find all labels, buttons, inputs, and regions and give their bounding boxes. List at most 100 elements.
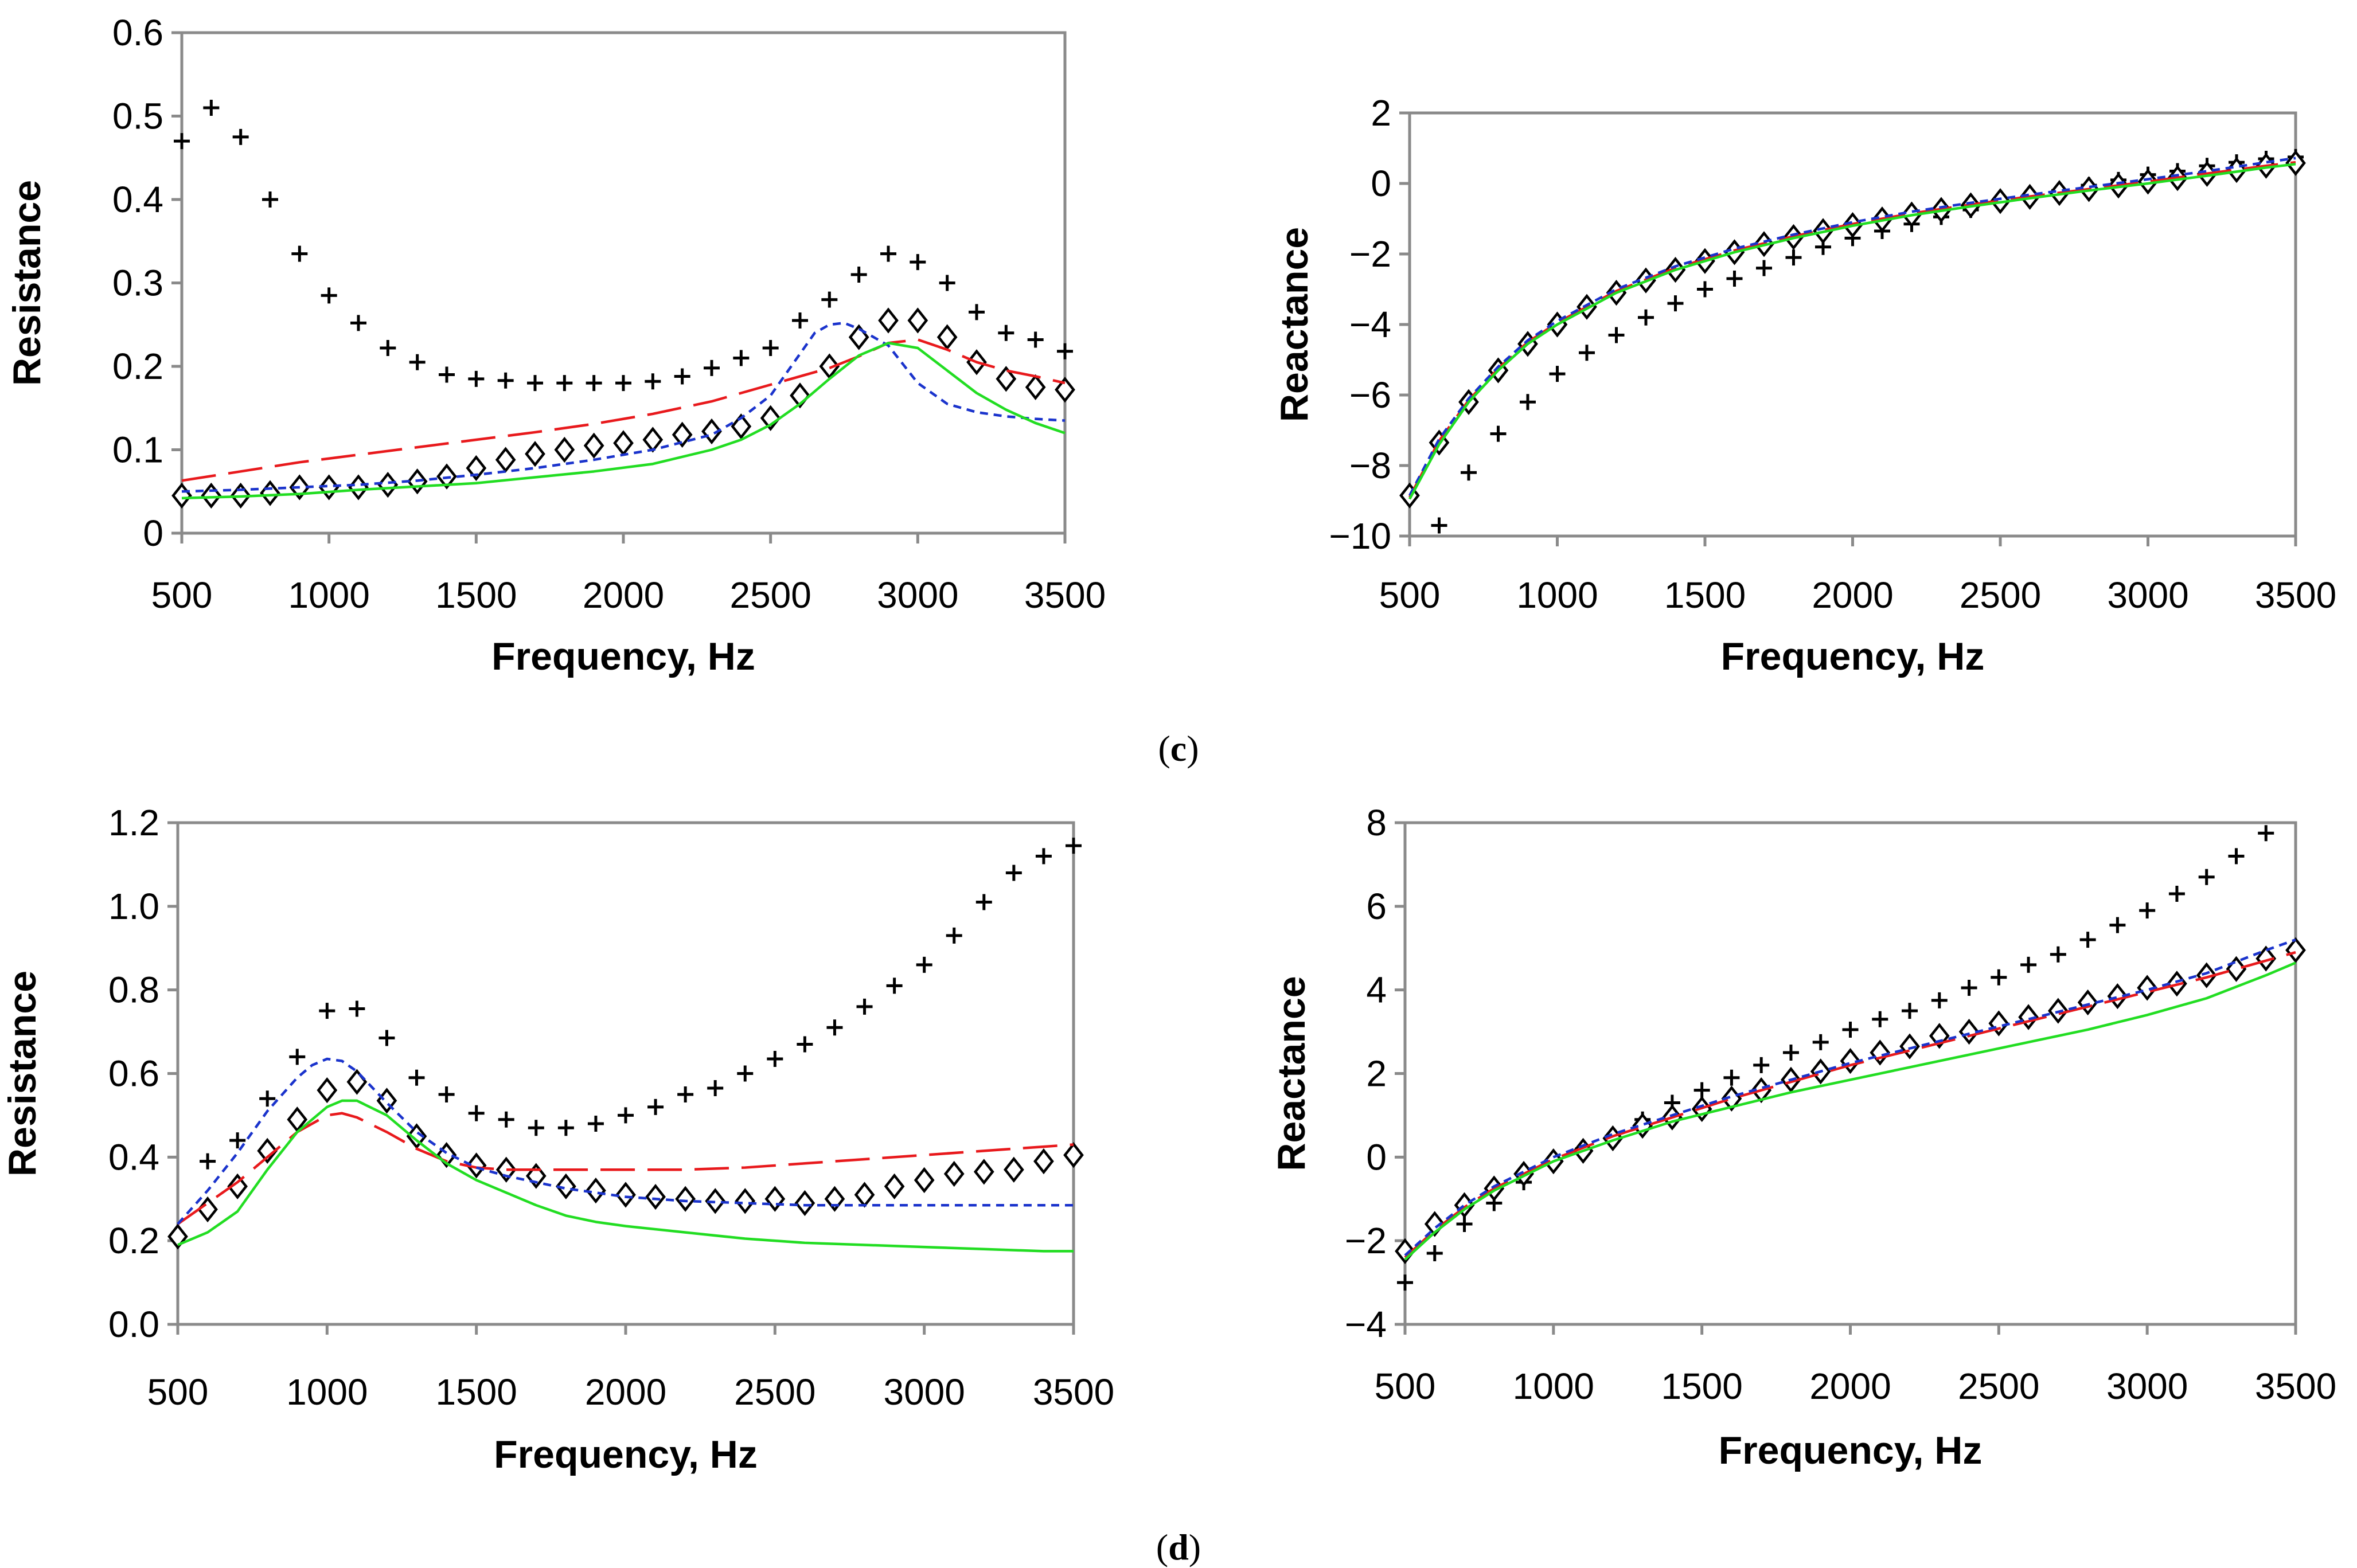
- plus-marker: [1608, 327, 1625, 343]
- plus-marker: [969, 304, 985, 320]
- diamond-marker: [2077, 989, 2098, 1016]
- plus-marker: [704, 359, 720, 376]
- diamond-marker: [1840, 1047, 1861, 1074]
- y-tick-label: −10: [1329, 515, 1391, 557]
- series-green-solid: [1404, 961, 2296, 1261]
- series-plus-markers: [170, 838, 1082, 1245]
- diamond-marker: [583, 432, 604, 459]
- chart-c-reactance: 500 1000 1500 2000 2500 3000 3500 −10 −8 −6 −4 −2 0 2…: [1273, 92, 2336, 678]
- chart-d-resistance: 500 1000 1500 2000 2500 3000 3500 0.0 0.2 0.4 0.6 0…: [1, 802, 1114, 1476]
- series-group: [1399, 148, 2306, 534]
- y-tick-label: −2: [1349, 233, 1391, 275]
- plus-marker: [767, 1050, 783, 1067]
- plus-marker: [289, 1049, 306, 1065]
- diamond-marker: [705, 1188, 726, 1214]
- y-axis-label: Reactance: [1273, 227, 1316, 422]
- plus-marker: [350, 315, 366, 331]
- plus-marker: [380, 339, 396, 356]
- x-tick-label: 500: [151, 574, 213, 616]
- plus-marker: [349, 1000, 365, 1017]
- x-tick-label: 1500: [1664, 574, 1746, 616]
- plus-marker: [707, 1080, 724, 1097]
- diamond-marker: [824, 1186, 845, 1212]
- plus-marker: [259, 1090, 276, 1107]
- plus-marker: [975, 894, 992, 910]
- y-axis-label: Resistance: [5, 180, 49, 386]
- diamond-marker: [406, 1123, 427, 1149]
- y-tick-label: 0.4: [112, 179, 163, 220]
- y-tick-label: 0: [143, 513, 163, 554]
- series-group: [1395, 825, 2306, 1291]
- plus-marker: [262, 191, 278, 208]
- diamond-marker: [914, 1167, 935, 1194]
- plus-marker: [1027, 331, 1044, 348]
- chart-d-reactance: 500 1000 1500 2000 2500 3000 3500 −4 −2 0 2 4 6 8 Freq…: [1270, 802, 2336, 1472]
- plus-marker: [468, 1105, 485, 1121]
- y-tick-label: 0.2: [112, 346, 163, 387]
- y-axis-label: Resistance: [1, 971, 44, 1176]
- x-tick-label: 2500: [734, 1371, 815, 1413]
- diamond-marker: [1055, 377, 1075, 403]
- diamond-marker: [645, 1183, 666, 1210]
- diamond-marker: [943, 1160, 965, 1187]
- plus-marker: [762, 339, 779, 356]
- diamond-marker: [257, 1137, 278, 1164]
- x-tick-label: 3500: [1033, 1371, 1114, 1413]
- series-group: [167, 838, 1084, 1253]
- y-tick-label: −4: [1349, 304, 1391, 345]
- plus-marker: [1723, 1069, 1740, 1086]
- y-tick-label: 0.3: [112, 263, 163, 304]
- plus-marker: [916, 956, 932, 973]
- diamond-marker: [2255, 945, 2277, 972]
- y-tick-label: 2: [1371, 92, 1391, 134]
- diamond-marker: [996, 366, 1017, 392]
- plus-marker: [797, 1036, 813, 1053]
- plus-marker: [2198, 869, 2215, 885]
- x-axis-label: Frequency, Hz: [1719, 1429, 1983, 1472]
- diamond-marker: [936, 324, 958, 350]
- plot-area: [180, 31, 1067, 535]
- plus-marker: [378, 1030, 395, 1046]
- y-tick-label: 0.0: [108, 1304, 159, 1345]
- plus-marker: [1667, 295, 1684, 312]
- plus-marker: [2020, 956, 2037, 973]
- x-tick-label: 500: [1379, 574, 1441, 616]
- diamond-marker: [615, 1182, 636, 1208]
- x-tick-label: 3000: [2107, 574, 2188, 616]
- x-tick-label: 2000: [1809, 1366, 1891, 1407]
- series-blue-short-dash: [177, 1057, 1074, 1225]
- chart-c-resistance: 500 1000 1500 2000 2500 3000 3500 0 0.1 0.2 0.3 0.4…: [5, 12, 1106, 678]
- plus-marker: [174, 133, 190, 150]
- x-tick-label: 500: [147, 1371, 209, 1413]
- plus-marker: [1490, 425, 1507, 442]
- y-tick-label: −4: [1345, 1304, 1387, 1345]
- diamond-marker: [1988, 1010, 2009, 1037]
- plus-marker: [910, 254, 926, 271]
- diamond-marker: [227, 1173, 248, 1200]
- plus-marker: [1638, 309, 1654, 326]
- x-tick-label: 2000: [583, 574, 664, 616]
- x-axis-label: Frequency, Hz: [491, 635, 755, 678]
- x-tick-label: 2000: [585, 1371, 666, 1413]
- diamond-marker: [466, 455, 487, 482]
- plot-area: [176, 821, 1075, 1326]
- plus-marker: [1902, 1003, 1918, 1019]
- series-red-long-dash: [1404, 951, 2296, 1258]
- plus-marker: [557, 1120, 574, 1136]
- plus-marker: [998, 324, 1014, 341]
- diamond-marker: [2137, 169, 2159, 195]
- plus-marker: [2228, 848, 2245, 865]
- diamond-marker: [1958, 1018, 1980, 1045]
- plus-marker: [586, 375, 602, 392]
- diamond-marker: [317, 1077, 338, 1104]
- diamond-marker: [1025, 374, 1046, 401]
- x-tick-label: 3000: [883, 1371, 965, 1413]
- diamond-marker: [586, 1178, 606, 1204]
- x-tick-label: 2500: [1960, 574, 2041, 616]
- plus-marker: [1461, 464, 1477, 481]
- x-axis-label: Frequency, Hz: [494, 1433, 758, 1476]
- plus-marker: [1991, 969, 2007, 986]
- plus-marker: [528, 1120, 544, 1136]
- plus-marker: [1756, 260, 1772, 276]
